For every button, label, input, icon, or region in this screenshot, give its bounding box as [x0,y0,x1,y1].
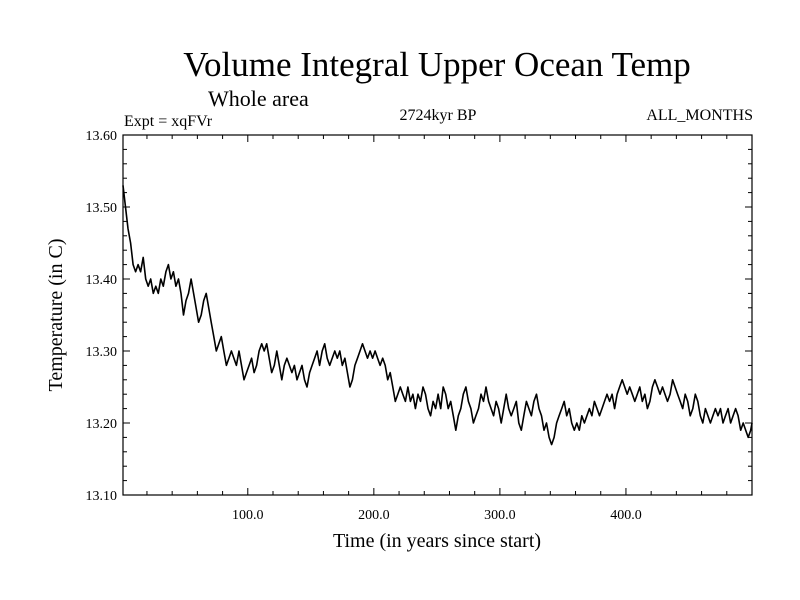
y-tick-label: 13.30 [86,345,118,360]
period-label: 2724kyr BP [400,107,477,124]
x-tick-label: 300.0 [484,508,516,523]
y-tick-label: 13.40 [86,273,118,288]
experiment-label: Expt = xqFVr [124,113,213,130]
x-axis-title: Time (in years since start) [333,530,541,552]
x-tick-label: 400.0 [610,508,642,523]
y-tick-label: 13.20 [86,417,118,432]
y-tick-label: 13.60 [86,129,118,144]
chart-subtitle: Whole area [208,86,309,111]
x-tick-label: 200.0 [358,508,390,523]
plot-frame [122,134,753,496]
y-axis-title: Temperature (in C) [45,239,67,392]
y-tick-label: 13.50 [86,201,118,216]
x-axis: 100.0 200.0 300.0 400.0 [146,135,728,523]
series-line [122,185,753,446]
y-axis: 13.10 13.20 13.30 13.40 13.50 13.60 [86,129,752,504]
months-label: ALL_MONTHS [646,107,753,124]
y-tick-label: 13.10 [86,489,118,504]
chart-title: Volume Integral Upper Ocean Temp [183,45,690,84]
x-tick-label: 100.0 [232,508,264,523]
